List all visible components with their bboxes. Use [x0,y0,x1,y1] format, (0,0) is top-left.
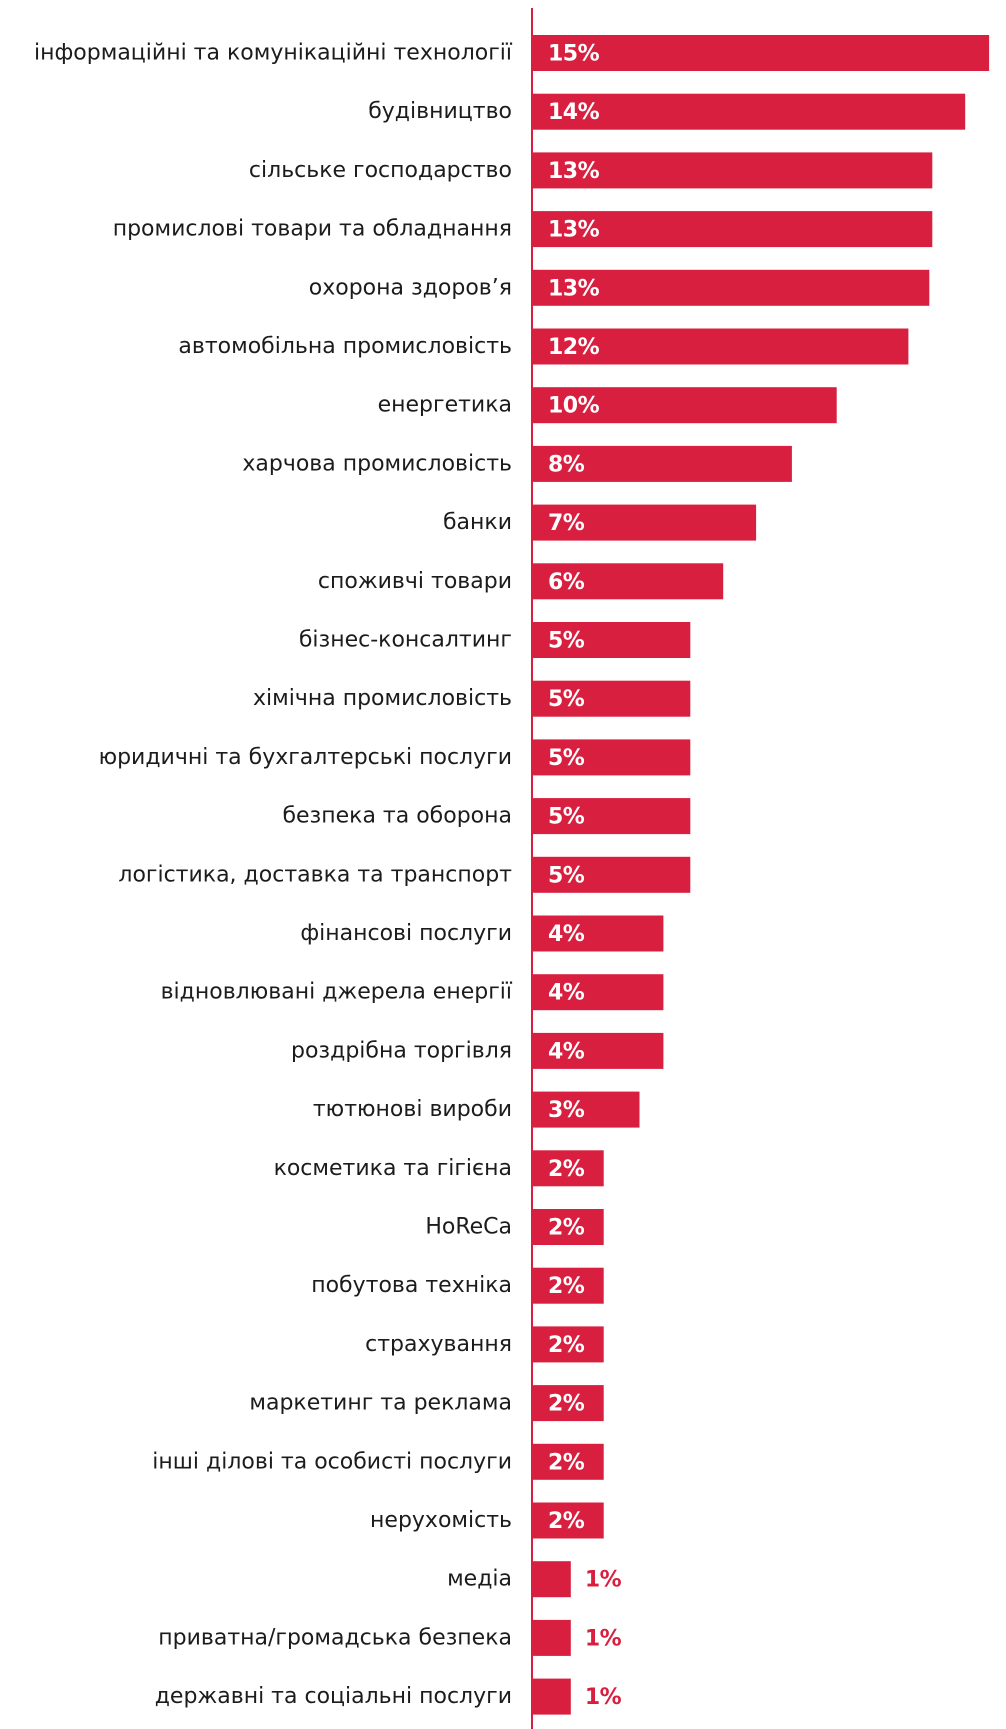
bar [532,915,664,952]
value-label: 12% [548,335,600,360]
category-label: HoReCa [425,1215,512,1240]
category-label: охорона здоров’я [309,275,512,300]
value-label: 13% [548,276,600,301]
value-label: 2% [548,1392,585,1417]
bar [532,1619,571,1656]
value-labels: 15% 14% 13% 13% 13% 12% 10% 8% 7% 6% 5% 5% 5% 5% 5% 4% 4… [548,42,622,1711]
bar [532,1209,604,1245]
value-label: 5% [548,746,585,771]
category-label: банки [443,510,512,535]
value-label: 1% [585,1568,622,1593]
bar [532,622,691,658]
category-label: фінансові послуги [300,921,512,946]
value-label: 4% [548,981,585,1006]
category-labels: інформаційні та комунікаційні технології… [34,41,513,1710]
bar [532,1443,604,1480]
value-label: 3% [548,1098,585,1123]
bar [532,93,966,130]
category-label: бізнес-консалтинг [299,628,512,653]
category-label: інші ділові та особисті послуги [152,1449,512,1474]
bar [532,445,792,482]
bar [532,1091,640,1128]
category-label: приватна/громадська безпека [158,1625,512,1650]
category-label: маркетинг та реклама [249,1391,512,1416]
value-label: 5% [548,687,585,712]
category-label: відновлювані джерела енергії [161,980,513,1005]
bar [532,680,691,717]
bar [532,1385,604,1422]
category-label: споживчі товари [318,569,512,594]
category-label: косметика та гігієна [274,1156,512,1181]
bar [532,35,990,71]
value-label: 6% [548,570,585,595]
value-label: 1% [585,1685,622,1710]
category-label: сільське господарство [249,158,512,183]
value-label: 4% [548,1039,585,1064]
value-label: 2% [548,1274,585,1299]
value-label: 2% [548,1157,585,1182]
category-label: медіа [447,1567,512,1592]
value-label: 1% [585,1626,622,1651]
bar [532,856,691,893]
category-label: будівництво [368,99,512,124]
bar [532,1678,571,1715]
category-label: автомобільна промисловість [178,334,512,359]
value-label: 4% [548,922,585,947]
category-label: юридичні та бухгалтерські послуги [99,745,512,770]
bar [532,211,933,248]
value-label: 2% [548,1450,585,1475]
category-label: роздрібна торгівля [291,1038,512,1063]
category-label: безпека та оборона [282,804,512,829]
category-label: нерухомість [370,1508,512,1533]
value-label: 2% [548,1333,585,1358]
category-label: харчова промисловість [242,451,512,476]
value-label: 5% [548,863,585,888]
category-label: державні та соціальні послуги [155,1684,512,1709]
category-label: тютюнові вироби [313,1097,512,1122]
category-label: енергетика [378,393,512,418]
value-label: 13% [548,218,600,243]
bar [532,974,664,1011]
value-label: 7% [548,511,585,536]
bars-layer [532,35,990,1715]
category-label: інформаційні та комунікаційні технології [34,41,513,66]
bar [532,1561,571,1598]
bar [532,739,691,776]
value-label: 10% [548,394,600,419]
category-label: страхування [365,1332,512,1357]
bar [532,1150,604,1187]
value-label: 8% [548,452,585,477]
value-label: 14% [548,100,600,125]
bar [532,1032,664,1069]
value-label: 15% [548,42,600,67]
bar [532,1502,604,1539]
bar [532,269,930,306]
bar [532,563,724,600]
category-label: побутова техніка [311,1273,512,1298]
bar [532,798,691,835]
bar [532,504,757,541]
value-label: 5% [548,805,585,830]
bar [532,152,933,189]
value-label: 13% [548,159,600,184]
value-label: 2% [548,1216,585,1241]
bar [532,1326,604,1363]
category-label: промислові товари та обладнання [113,217,512,242]
bar [532,1267,604,1304]
category-label: логістика, доставка та транспорт [118,862,512,887]
value-label: 5% [548,629,585,654]
bar [532,328,909,365]
value-label: 2% [548,1509,585,1534]
category-label: хімічна промисловість [253,686,512,711]
bar [532,387,837,424]
